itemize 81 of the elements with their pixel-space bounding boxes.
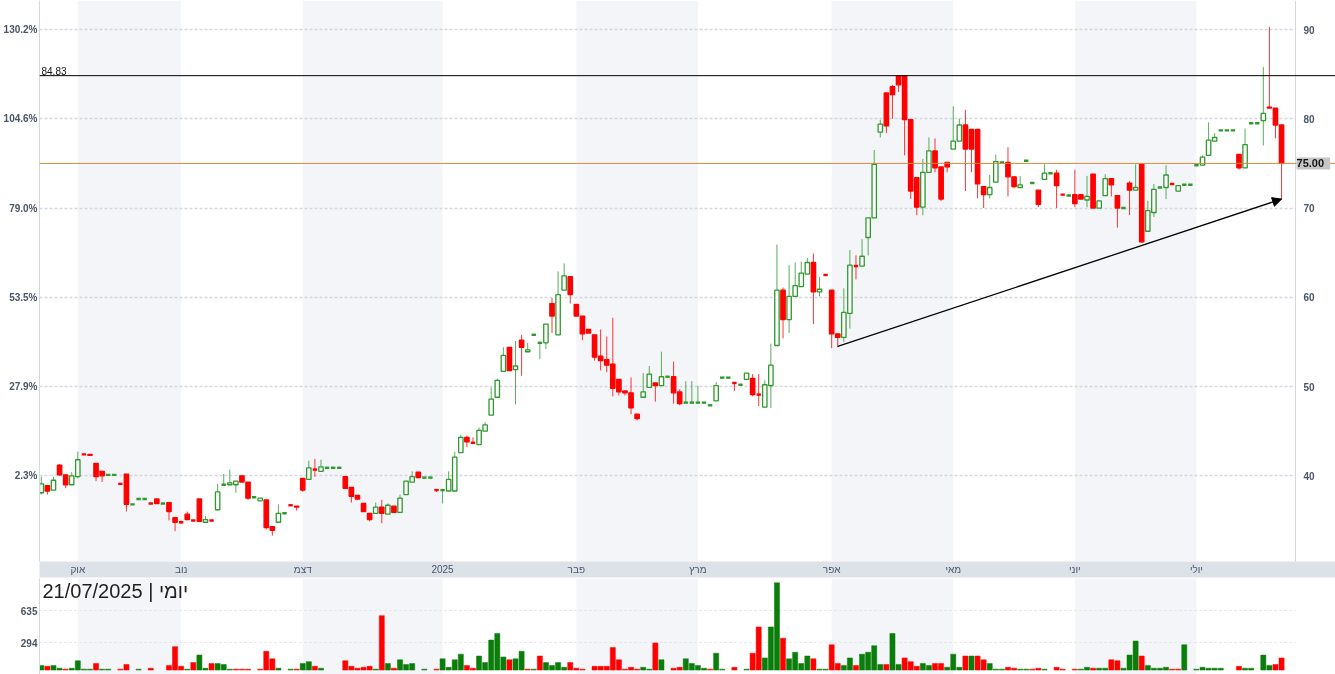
bar	[853, 665, 859, 671]
bar	[1138, 655, 1145, 671]
bar	[312, 666, 318, 671]
x-tick-label: אפר	[822, 563, 842, 575]
candlestick	[567, 276, 574, 305]
candlestick	[208, 519, 215, 522]
candlestick	[549, 297, 555, 334]
candlestick	[512, 340, 519, 405]
ref-line-label: 84.83	[41, 65, 67, 77]
bar	[208, 663, 215, 671]
bar	[506, 659, 513, 671]
bar	[883, 664, 890, 671]
candlestick	[646, 365, 653, 389]
candlestick	[700, 401, 708, 404]
candlestick	[1102, 173, 1109, 197]
y-tick-label: 130.2%	[3, 23, 38, 35]
y2-tick-label: 90	[1303, 24, 1316, 36]
ref-line-label: 75.00	[1296, 157, 1325, 170]
x-tick-label: יוני	[1069, 563, 1081, 575]
candlestick	[1114, 194, 1121, 229]
candlestick	[488, 386, 495, 416]
bar	[93, 663, 99, 671]
y-tick-label: 27.9%	[9, 380, 38, 392]
y2-tick-label: 80	[1303, 113, 1316, 125]
bar	[44, 666, 51, 671]
y-tick-label: 635	[20, 605, 38, 617]
candlestick	[494, 378, 501, 398]
bar	[810, 658, 817, 671]
bar	[652, 642, 659, 671]
candlestick	[1017, 175, 1023, 189]
candlestick	[1126, 180, 1133, 216]
candlestick	[640, 372, 647, 398]
bar	[780, 637, 786, 671]
candlestick	[822, 273, 829, 277]
candlestick	[652, 382, 659, 403]
bar	[1236, 666, 1242, 671]
candlestick	[737, 383, 744, 386]
y2-tick-label: 50	[1303, 381, 1316, 393]
candlestick	[506, 346, 513, 372]
candlestick	[713, 381, 719, 402]
y2-tick-label: 70	[1303, 203, 1316, 215]
candlestick	[1120, 206, 1127, 210]
candlestick	[1260, 66, 1267, 147]
candlestick	[859, 238, 865, 267]
y-tick-label: 2.3%	[14, 470, 38, 482]
bar	[658, 659, 665, 671]
bar	[537, 655, 543, 671]
y-tick-label: 53.5%	[9, 291, 38, 303]
bar	[190, 662, 197, 671]
candlestick	[816, 276, 823, 297]
x-tick-label: אוק	[70, 563, 86, 575]
candlestick	[986, 174, 993, 199]
y2-tick-label: 40	[1303, 470, 1316, 482]
candlestick	[1242, 128, 1248, 169]
x-tick-label: נוב	[174, 563, 188, 575]
y-tick-label: 294	[20, 637, 38, 649]
x-tick-label: יולי	[1189, 563, 1203, 575]
y2-tick-label: 60	[1303, 292, 1316, 304]
bar	[378, 615, 385, 671]
x-tick-label: 2025	[431, 563, 455, 575]
x-tick-label: פבר	[567, 563, 586, 575]
candlestick	[378, 499, 385, 524]
x-tick-label: דצמ	[293, 563, 313, 575]
candlestick	[1132, 163, 1139, 191]
candlestick	[561, 262, 567, 291]
y-tick-label: 104.6%	[3, 113, 38, 125]
candlestick	[287, 504, 294, 507]
candlestick	[518, 334, 525, 377]
bar	[731, 667, 738, 671]
candlestick	[1084, 175, 1090, 208]
bar	[962, 655, 969, 671]
y-tick-label: 79.0%	[9, 202, 38, 214]
x-tick-label: מאי	[945, 563, 962, 575]
chart-title: 21/07/2025 | יומי	[42, 579, 189, 602]
x-tick-label: מרץ	[689, 563, 707, 575]
bar	[39, 665, 45, 671]
bar	[385, 663, 391, 671]
candlestick	[305, 460, 312, 481]
candlestick	[129, 503, 136, 506]
bar	[1181, 644, 1188, 671]
bar	[968, 655, 975, 671]
